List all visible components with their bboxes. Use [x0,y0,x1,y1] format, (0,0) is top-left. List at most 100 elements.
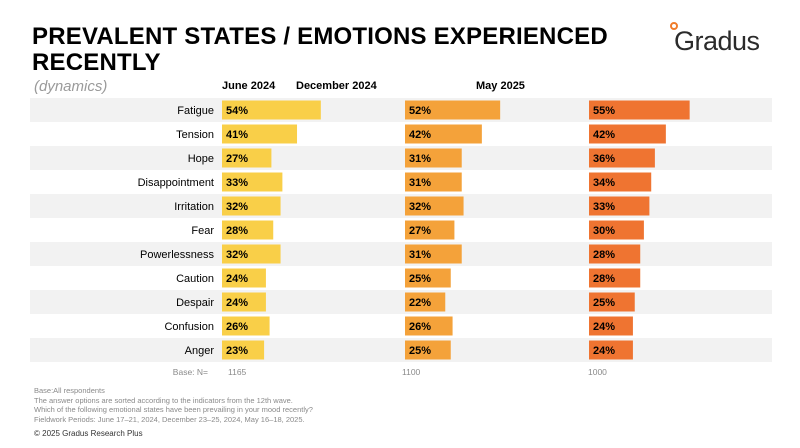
data-label-despair-may-2025: 25% [593,297,615,309]
category-label-tension: Tension [176,129,214,141]
footnote: Base:All respondents The answer options … [34,386,313,424]
category-label-confusion: Confusion [164,321,214,333]
logo-text: Gradus [674,26,760,56]
data-label-confusion-may-2025: 24% [593,321,615,333]
data-label-hope-june-2024: 27% [226,153,248,165]
data-label-fear-december-2024: 27% [409,225,431,237]
bar-hope-may-2025 [589,148,655,168]
bar-irritation-december-2024 [405,196,464,216]
data-label-irritation-june-2024: 32% [226,201,248,213]
bar-caution-may-2025 [589,268,641,288]
data-label-fatigue-may-2025: 55% [593,105,615,117]
bar-tension-may-2025 [589,124,666,144]
data-label-anger-december-2024: 25% [409,345,431,357]
data-label-powerlessness-june-2024: 32% [226,249,248,261]
data-label-hope-december-2024: 31% [409,153,431,165]
bar-powerlessness-december-2024 [405,244,462,264]
data-label-hope-may-2025: 36% [593,153,615,165]
data-label-disappointment-december-2024: 31% [409,177,431,189]
bar-despair-may-2025 [589,292,635,312]
bar-powerlessness-may-2025 [589,244,641,264]
bar-confusion-june-2024 [222,316,270,336]
category-label-irritation: Irritation [174,201,214,213]
footnote-line: Fieldwork Periods: June 17–21, 2024, Dec… [34,414,305,424]
page-subtitle: (dynamics) [34,78,108,95]
footnote-line: The answer options are sorted according … [34,395,293,405]
bar-despair-december-2024 [405,292,446,312]
category-label-anger: Anger [185,345,215,357]
series-header-may-2025: May 2025 [476,80,525,92]
row-stripe [30,338,772,362]
bar-hope-december-2024 [405,148,462,168]
bar-irritation-june-2024 [222,196,281,216]
bar-caution-december-2024 [405,268,451,288]
base-value-december-2024: 1100 [402,367,421,377]
row-stripe [30,242,772,266]
data-label-tension-may-2025: 42% [593,129,615,141]
data-label-caution-may-2025: 28% [593,273,615,285]
category-label-powerlessness: Powerlessness [140,249,214,261]
page-title: PREVALENT STATES / EMOTIONS EXPERIENCED … [32,23,608,76]
data-label-tension-june-2024: 41% [226,129,248,141]
bar-despair-june-2024 [222,292,266,312]
data-label-anger-may-2025: 24% [593,345,615,357]
row-stripe [30,146,772,170]
logo-dot-icon [670,22,678,30]
bar-disappointment-june-2024 [222,172,283,192]
data-label-tension-december-2024: 42% [409,129,431,141]
bar-disappointment-may-2025 [589,172,652,192]
base-label: Base: N= [173,367,208,377]
series-header-december-2024: December 2024 [296,80,377,92]
bar-caution-june-2024 [222,268,266,288]
category-label-fatigue: Fatigue [177,105,214,117]
category-label-caution: Caution [176,273,214,285]
category-label-disappointment: Disappointment [138,177,214,189]
bar-confusion-may-2025 [589,316,633,336]
data-label-powerlessness-may-2025: 28% [593,249,615,261]
footnote-line: Which of the following emotional states … [34,405,313,414]
data-label-irritation-december-2024: 32% [409,201,431,213]
data-label-fatigue-december-2024: 52% [409,105,431,117]
bar-fear-december-2024 [405,220,455,240]
bar-confusion-december-2024 [405,316,453,336]
gradus-logo: Gradus [670,22,780,58]
data-label-caution-december-2024: 25% [409,273,431,285]
data-label-despair-december-2024: 22% [409,297,431,309]
row-stripe [30,290,772,314]
bar-fatigue-december-2024 [405,100,501,120]
data-label-confusion-december-2024: 26% [409,321,431,333]
bar-anger-may-2025 [589,340,633,360]
category-label-hope: Hope [188,153,214,165]
row-stripe [30,194,772,218]
category-label-despair: Despair [176,297,214,309]
bar-fear-may-2025 [589,220,644,240]
footnote-line: Base:All respondents [34,386,105,395]
bar-hope-june-2024 [222,148,272,168]
base-value-may-2025: 1000 [588,367,607,377]
data-label-confusion-june-2024: 26% [226,321,248,333]
data-label-fear-may-2025: 30% [593,225,615,237]
bar-powerlessness-june-2024 [222,244,281,264]
bar-irritation-may-2025 [589,196,650,216]
bar-fatigue-june-2024 [222,100,321,120]
data-label-despair-june-2024: 24% [226,297,248,309]
bar-anger-december-2024 [405,340,451,360]
data-label-irritation-may-2025: 33% [593,201,615,213]
base-value-june-2024: 1165 [228,367,247,377]
bar-fatigue-may-2025 [589,100,690,120]
bar-tension-june-2024 [222,124,298,144]
data-label-fear-june-2024: 28% [226,225,248,237]
bar-tension-december-2024 [405,124,482,144]
bar-anger-june-2024 [222,340,265,360]
bar-disappointment-december-2024 [405,172,462,192]
copyright: © 2025 Gradus Research Plus [34,429,143,438]
data-label-powerlessness-december-2024: 31% [409,249,431,261]
data-label-disappointment-may-2025: 34% [593,177,615,189]
bar-fear-june-2024 [222,220,274,240]
series-header-june-2024: June 2024 [222,80,276,92]
data-label-caution-june-2024: 24% [226,273,248,285]
data-label-anger-june-2024: 23% [226,345,248,357]
data-label-disappointment-june-2024: 33% [226,177,248,189]
category-label-fear: Fear [191,225,214,237]
